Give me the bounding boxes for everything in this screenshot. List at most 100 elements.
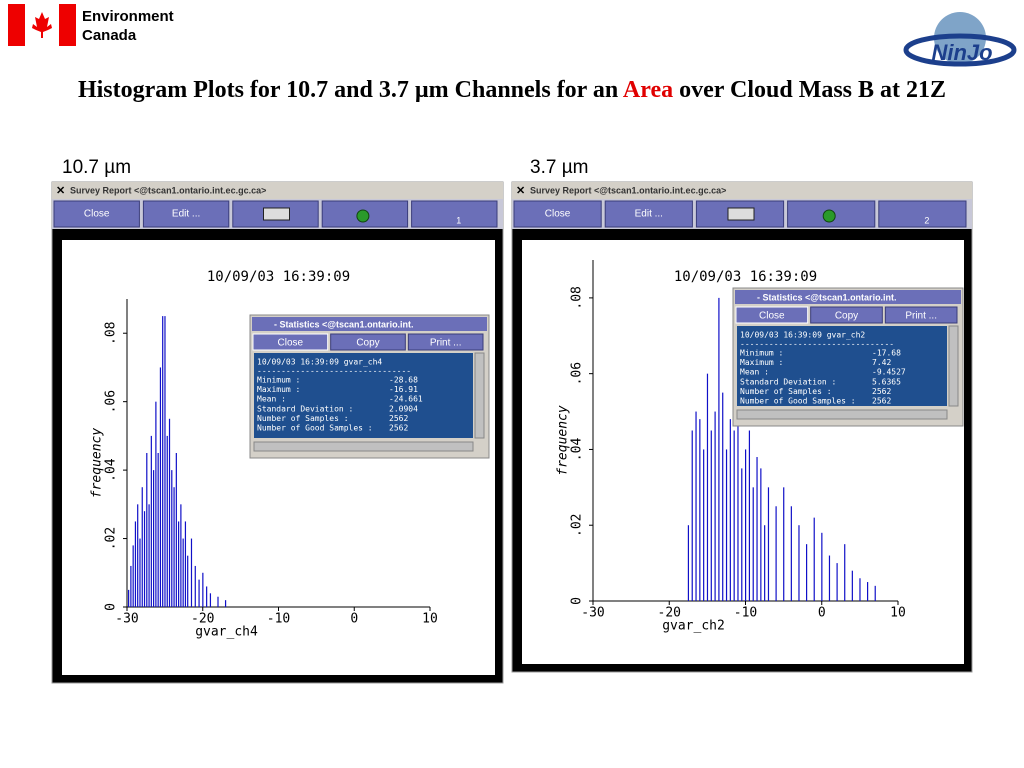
stats-title-bar [252,317,487,331]
y-tick-label: .04 [570,438,585,462]
button-label: Edit ... [172,209,200,220]
hist-bar [745,449,747,601]
y-axis-label: frequency [556,405,571,476]
x-tick-label: 10 [890,606,906,621]
hist-bar [134,521,137,607]
hist-bar [790,506,792,601]
title-part: Histogram Plots for 10.7 and 3.7 µm Chan… [77,77,623,103]
hist-bar [783,487,785,601]
hist-bar [725,449,728,601]
title-part: over Cloud Mass B at 21Z [673,77,947,103]
hist-bar [178,521,180,607]
stats-text-area [737,326,947,406]
stats-button-label: Print ... [430,338,462,349]
stats-title: - Statistics <@tscan1.ontario.int. [274,319,414,329]
hist-bar [748,430,751,601]
hist-bar [130,565,132,607]
stats-button-label: Print ... [905,311,937,322]
org-name: Environment Canada [82,7,174,45]
stats-button[interactable] [330,333,406,351]
stats-button-label: Copy [835,311,858,322]
stats-scrollbar [948,325,959,407]
button-label: Close [545,209,571,220]
stats-value: 2562 [389,414,408,423]
stats-button[interactable] [810,306,883,324]
stats-value: 2562 [872,397,891,406]
stats-value: -9.4527 [872,368,906,377]
pager[interactable] [878,200,967,228]
hist-bar [828,555,831,601]
hist-bar [706,373,709,601]
hist-bar [806,544,808,601]
hist-bar [143,511,146,607]
hist-bar [139,538,141,607]
y-tick-label: .06 [104,390,119,413]
stats-button[interactable] [884,306,958,324]
toolbar-button[interactable] [142,200,230,228]
hist-bar [153,470,155,607]
stats-title-bar [735,290,961,304]
org-line: Environment [82,8,174,25]
hist-bar [171,470,173,607]
hist-bar [157,453,159,607]
hist-bar [148,504,150,607]
hist-bar [206,586,208,607]
hist-bar [175,453,177,607]
logo-text: NinJo [931,40,992,65]
slide-title: Histogram Plots for 10.7 and 3.7 µm Chan… [62,74,962,106]
hist-bar [150,435,152,607]
stats-hscroll [253,441,474,452]
x-tick-label: 0 [818,606,826,621]
stats-key: Number of Samples : [257,414,349,423]
hist-bar [752,487,754,601]
x-axis-label: gvar_ch4 [195,625,258,640]
plot-timestamp: 10/09/03 16:39:09 [674,269,817,285]
toolbar-button[interactable] [513,200,602,228]
hist-bar [741,468,743,601]
hist-bar [182,538,184,607]
hist-bar [851,570,853,601]
hist-bar [722,392,724,601]
x-tick-label: -30 [581,606,604,621]
pager[interactable] [411,200,498,228]
stats-header: 10/09/03 16:39:09 gvar_ch4 [257,358,382,367]
hist-bar [844,544,846,601]
y-tick-label: .02 [570,513,585,536]
plot-timestamp: 10/09/03 16:39:09 [207,269,350,285]
stats-key: Number of Good Samples : [740,397,856,406]
stats-key: Number of Samples : [740,387,832,396]
y-tick-label: 0 [104,603,119,611]
hist-bar [194,565,196,607]
hist-bar [180,504,182,607]
y-axis-label: frequency [90,428,105,499]
close-x[interactable]: ✕ [56,185,65,197]
flag [8,4,76,46]
stats-button[interactable] [735,306,809,324]
save-icon [822,209,836,223]
hist-bar [859,578,861,601]
hist-bar [166,435,168,607]
window-title: Survey Report <@tscan1.ontario.int.ec.gc… [70,185,266,195]
page-number: 2 [924,215,929,225]
toolbar-button[interactable] [53,200,140,228]
hist-bar [756,457,758,601]
close-x[interactable]: ✕ [516,185,525,197]
stats-button[interactable] [407,333,484,351]
x-tick-label: 10 [422,612,438,627]
hist-bar [813,517,815,601]
stats-button[interactable] [252,333,329,351]
y-tick-label: .06 [570,362,585,385]
hist-bar [710,430,712,601]
x-tick-label: -10 [734,606,757,621]
hist-bar [714,411,716,601]
y-tick-label: 0 [570,597,585,605]
hist-bar [209,593,212,607]
toolbar-button[interactable] [604,200,693,228]
hist-bar [198,579,200,607]
hist-bar [168,418,171,607]
stats-text-area [254,353,473,438]
stats-key: Standard Deviation : [740,377,836,386]
y-tick-label: .08 [104,321,119,344]
